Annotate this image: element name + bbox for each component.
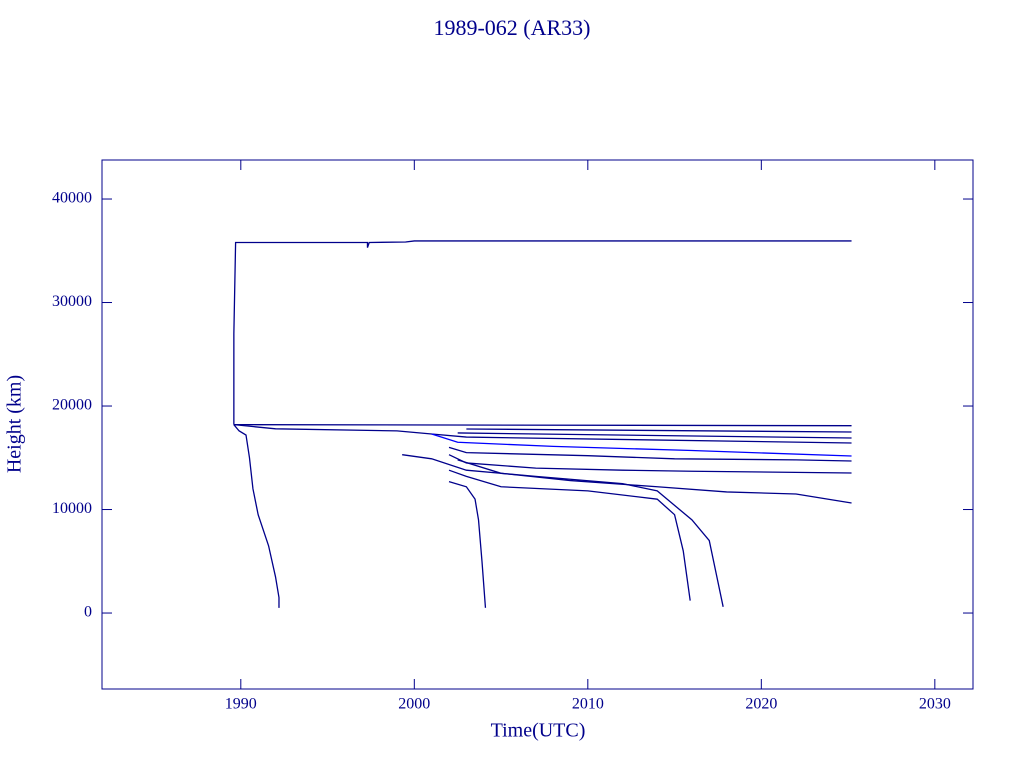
x-tick-label: 2020 [745,696,777,713]
series-line [431,433,852,457]
series-line [402,454,724,607]
x-tick-label: 2010 [572,696,604,713]
series-line [457,432,852,439]
series-line [448,480,487,608]
y-tick-label: 20000 [52,397,92,414]
y-tick-label: 30000 [52,293,92,310]
y-tick-label: 40000 [52,190,92,207]
y-tick-label: 0 [84,604,92,621]
series-line [233,424,852,444]
series-line [448,469,691,601]
series-line [457,459,852,504]
x-tick-label: 2030 [919,696,951,713]
y-tick-label: 10000 [52,500,92,517]
x-axis-label: Time(UTC) [491,720,586,742]
chart-title: 1989-062 (AR33) [433,15,590,40]
x-tick-label: 1990 [225,696,257,713]
plot-frame [101,159,974,690]
y-axis-label: Height (km) [4,375,26,473]
series-line [233,424,852,427]
series-line [448,446,852,462]
series-line [233,240,852,425]
series-line [466,428,852,433]
x-tick-label: 2000 [398,696,430,713]
series-line [233,424,280,608]
